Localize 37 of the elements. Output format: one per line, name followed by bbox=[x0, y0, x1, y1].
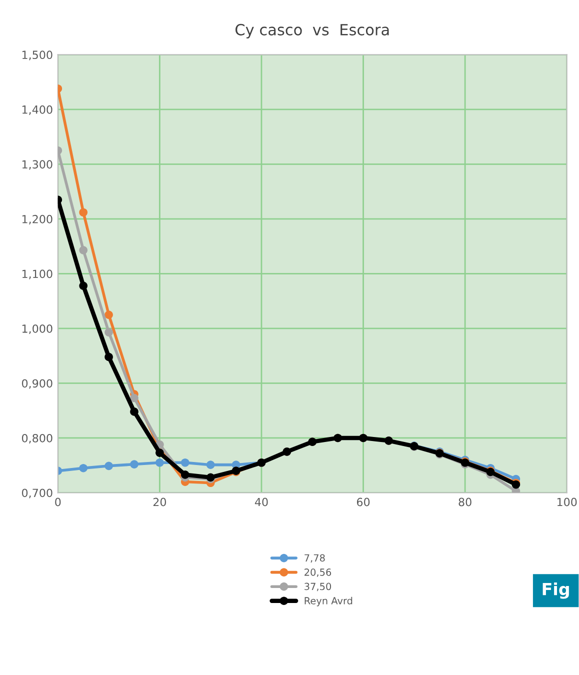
legend-label: Reyn Avrd bbox=[304, 596, 352, 606]
point bbox=[104, 328, 113, 336]
point bbox=[130, 408, 138, 416]
y-tick-label: 1,500 bbox=[22, 50, 52, 60]
x-tick-label: 80 bbox=[458, 498, 472, 506]
y-tick-label: 1,100 bbox=[22, 270, 52, 280]
point bbox=[206, 460, 215, 469]
point bbox=[156, 448, 164, 457]
x-tick-label: 40 bbox=[254, 498, 268, 506]
y-tick-label: 0,900 bbox=[22, 379, 52, 389]
x-tick-label: 100 bbox=[557, 498, 577, 506]
y-tick-label: 0,800 bbox=[22, 434, 52, 444]
x-tick-label: 60 bbox=[356, 498, 370, 506]
point bbox=[79, 246, 88, 254]
y-tick-label: 1,200 bbox=[22, 214, 52, 224]
point bbox=[156, 458, 164, 467]
point bbox=[79, 208, 88, 217]
chart-title: Cy casco vs Escora bbox=[235, 24, 389, 38]
point bbox=[130, 460, 138, 468]
point bbox=[180, 458, 190, 467]
point bbox=[104, 462, 113, 470]
point bbox=[104, 310, 113, 319]
text: Fig bbox=[542, 582, 569, 599]
point bbox=[79, 282, 88, 290]
point bbox=[104, 352, 113, 362]
y-tick-label: 1,400 bbox=[22, 105, 52, 115]
y-tick-label: 0,700 bbox=[22, 488, 52, 498]
point bbox=[130, 394, 138, 402]
legend-label: 7,78 bbox=[304, 554, 325, 563]
legend-label: 37,50 bbox=[304, 582, 332, 592]
y-tick-label: 1,300 bbox=[22, 160, 52, 170]
y-tick-label: 1,000 bbox=[22, 324, 52, 334]
point bbox=[180, 470, 190, 479]
point bbox=[79, 464, 88, 472]
x-tick-label: 20 bbox=[153, 498, 166, 506]
legend-label: 20,56 bbox=[304, 568, 332, 577]
x-tick-label: 0 bbox=[55, 498, 61, 506]
